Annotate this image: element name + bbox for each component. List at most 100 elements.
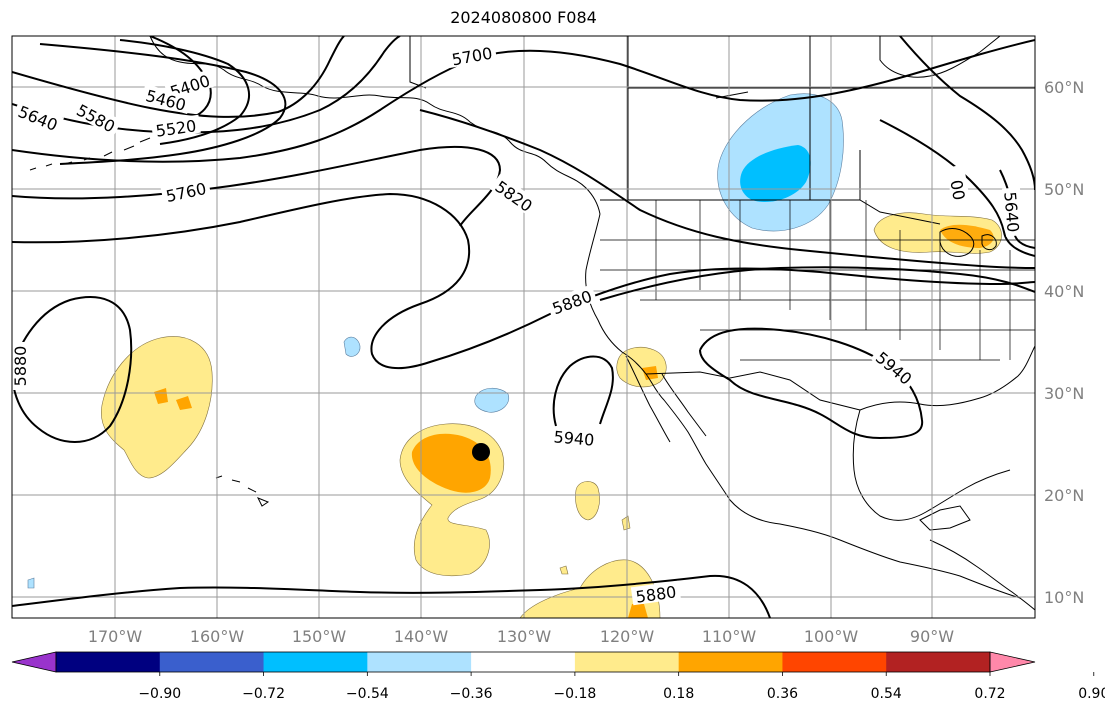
contour-label-bg: [489, 174, 540, 217]
lat-label: 20°N: [1044, 486, 1084, 505]
colorbar-tick-label: 0.54: [871, 686, 902, 702]
contour-5880-west: [12, 296, 133, 443]
colorbar-segment: [678, 652, 783, 672]
contour-5820: [12, 192, 1035, 370]
pos-anomaly-blob-1: [575, 481, 600, 521]
gulf-coast: [859, 345, 1035, 411]
mexico-gulf-coast: [852, 409, 1011, 521]
contour-label-bg: [546, 284, 598, 318]
colorbar-segment: [886, 652, 991, 672]
lon-label: 120°W: [600, 627, 655, 646]
colorbar-segment: [471, 652, 576, 672]
map-title: 2024080800 F084: [450, 8, 597, 27]
alaska-interior: [409, 36, 427, 89]
lat-label: 60°N: [1044, 78, 1084, 97]
contour-5520: [39, 43, 287, 165]
contour-label-bg: [870, 344, 919, 390]
anomaly-shading: [27, 93, 1002, 618]
location-marker: [472, 443, 490, 461]
contour-label: 5580: [73, 100, 118, 136]
lat-label: 10°N: [1044, 588, 1084, 607]
colorbar: −0.90 −0.72 −0.54 −0.36 −0.18 0.18 0.36 0.54 0.7…: [11, 651, 1105, 702]
yucatan: [919, 505, 971, 531]
contour-label-bg: [630, 580, 681, 606]
colorbar-tick-label: −0.72: [242, 686, 285, 702]
lon-label: 150°W: [292, 627, 347, 646]
contour-label-bg: [160, 177, 212, 205]
neg-anomaly-canada-inner: [740, 145, 811, 202]
contour-label: 5880: [11, 346, 30, 387]
lon-label: 100°W: [804, 627, 859, 646]
us-mexico-border: [645, 371, 861, 411]
lat-label: 30°N: [1044, 384, 1084, 403]
pos-anomaly-baja-core: [642, 366, 658, 380]
colorbar-extend-low: [11, 651, 57, 673]
lon-label: 160°W: [190, 627, 245, 646]
baja-peninsula: [625, 355, 671, 443]
contour-label-bg: [446, 41, 498, 69]
contour-5700: [12, 39, 1035, 163]
colorbar-frame: [55, 651, 991, 673]
contour-label: 5640: [15, 102, 60, 135]
pos-anomaly-blob-2: [621, 515, 631, 531]
contour-label-bg: [1001, 187, 1025, 237]
pos-anomaly-central-core: [411, 433, 491, 493]
colorbar-tick-label: −0.36: [450, 686, 493, 702]
contour-label-bg: [71, 97, 122, 137]
contour-5580: [12, 36, 345, 118]
contour-label-bg: [140, 84, 192, 114]
contour-label-bg: [945, 164, 973, 216]
lon-label: 140°W: [394, 627, 449, 646]
colorbar-segment: [56, 652, 161, 672]
contour-label-bg: [549, 425, 599, 449]
contour-label: 5700: [450, 44, 493, 70]
lon-label: 170°W: [88, 627, 143, 646]
hudson-bay-coast: [879, 36, 1001, 78]
map-frame: [11, 35, 1036, 619]
graticule: [12, 36, 1035, 618]
longitude-labels: 170°W 160°W 150°W 140°W 130°W 120°W 110°W 100°W…: [88, 627, 954, 646]
pos-anomaly-west: [101, 336, 213, 479]
pos-anomaly-west-core-1: [154, 388, 168, 404]
colorbar-segment: [263, 652, 368, 672]
us-west-coast: [585, 213, 1021, 599]
latitude-labels: 60°N 50°N 40°N 30°N 20°N 10°N: [1044, 78, 1084, 607]
colorbar-extend-high: [989, 651, 1036, 673]
neg-anomaly-blob-2: [474, 387, 510, 413]
colorbar-tick-label: −0.90: [138, 686, 181, 702]
us-canada-border: [600, 199, 941, 225]
contour-ne-1: [899, 36, 1035, 191]
colorbar-tick-label: −0.18: [553, 686, 596, 702]
contour-label: 5760: [164, 179, 208, 206]
colorbar-tick-label: −0.54: [346, 686, 389, 702]
colorbar-segment: [782, 652, 887, 672]
contour-label: 00: [946, 178, 968, 201]
lon-label: 110°W: [702, 627, 757, 646]
neg-anomaly-blob-1: [343, 336, 361, 357]
alaska-coast: [149, 36, 601, 215]
contour-label: 5640: [1000, 191, 1022, 233]
contour-5940-west: [552, 355, 614, 427]
colorbar-tick-label: 0.72: [974, 686, 1005, 702]
colorbar-tick-label: 0.18: [663, 686, 694, 702]
contour-5760: [12, 145, 502, 227]
colorbar-tick-label: 0.36: [767, 686, 798, 702]
colorbar-segment: [159, 652, 265, 672]
pos-anomaly-west-core-2: [176, 396, 192, 410]
pos-anomaly-blob-3: [559, 565, 569, 575]
central-america: [929, 539, 1035, 611]
lon-label: 90°W: [910, 627, 954, 646]
lon-label: 130°W: [497, 627, 552, 646]
contour-label: 5940: [553, 427, 595, 449]
lat-label: 50°N: [1044, 180, 1084, 199]
contour-5880-south: [12, 574, 771, 618]
contour-ne-2: [879, 119, 1035, 257]
pos-anomaly-greatlakes-core: [940, 224, 994, 248]
lat-label: 40°N: [1044, 282, 1084, 301]
contour-label: 5520: [155, 116, 198, 140]
colorbar-segment: [367, 652, 472, 672]
hawaiian-islands: [215, 475, 270, 507]
great-lakes: [939, 228, 997, 257]
contour-5460: [119, 39, 250, 145]
